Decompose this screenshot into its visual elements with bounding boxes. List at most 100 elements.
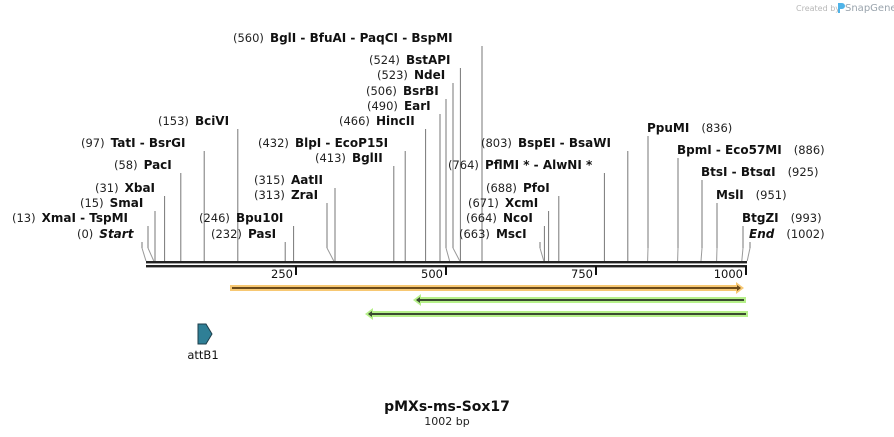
site-position: (0) (77, 227, 93, 241)
site-zrai[interactable]: (313) ZraI (254, 188, 318, 202)
site-enzyme: BciVI (195, 114, 229, 128)
svg-text:(664)NcoI: (664) NcoI (466, 211, 533, 225)
site-enzyme: Start (99, 227, 134, 241)
site-bpu10i[interactable]: (246) Bpu10I (199, 211, 283, 225)
site-position: (490) (367, 99, 398, 113)
site-position: (313) (254, 188, 285, 202)
snapgene-credit: Created by SnapGene (796, 3, 894, 14)
svg-text:(15)SmaI: (15) SmaI (80, 196, 143, 210)
site-position: (153) (158, 114, 189, 128)
site-bsrbi[interactable]: (506) BsrBI (366, 84, 439, 98)
attb1-label: attB1 (187, 348, 218, 362)
svg-text:(31)XbaI: (31) XbaI (95, 181, 155, 195)
svg-text:BpmI - Eco57MI(886): BpmI - Eco57MI (886) (677, 143, 825, 157)
site-enzyme: NcoI (503, 211, 533, 225)
svg-text:PpuMI(836): PpuMI (836) (647, 121, 732, 135)
svg-text:(490)EarI: (490) EarI (367, 99, 431, 113)
site-position: (523) (377, 68, 408, 82)
site-enzyme: MscI (496, 227, 527, 241)
site-ncoi[interactable]: (664) NcoI (466, 211, 533, 225)
svg-text:(560)BglI - BfuAI - PaqCI -: (560) BglI - BfuAI - PaqCI - BspMI (233, 31, 453, 45)
site-enzyme: ZraI (291, 188, 318, 202)
tick-label: 1000 (714, 267, 743, 281)
site-eari[interactable]: (490) EarI (367, 99, 431, 113)
site-enzyme: PacI (144, 158, 172, 172)
svg-text:BtgZI(993): BtgZI (993) (742, 211, 822, 225)
tick-mark (445, 266, 447, 275)
site-xcmi[interactable]: (671) XcmI (468, 196, 538, 210)
feature-orange-orf[interactable] (230, 282, 744, 294)
site-bcivi[interactable]: (153) BciVI (158, 114, 229, 128)
site-btgzi[interactable]: BtgZI (993) (742, 211, 822, 225)
site-msli[interactable]: MslI (951) (716, 188, 787, 202)
svg-text:(671)XcmI: (671) XcmI (468, 196, 538, 210)
site-bglii[interactable]: (413) BglII (315, 151, 383, 165)
site-enzyme: SmaI (110, 196, 144, 210)
site-end[interactable]: End (1002) (749, 227, 825, 241)
site-tati[interactable]: (97) TatI - BsrGI (81, 136, 185, 150)
site-start[interactable]: (0) Start (77, 227, 135, 241)
site-position: (315) (254, 173, 285, 187)
site-enzyme: EarI (404, 99, 431, 113)
feature-attb1[interactable]: attB1 (187, 323, 219, 362)
site-smai[interactable]: (15) SmaI (80, 196, 143, 210)
site-position: (432) (258, 136, 289, 150)
tick-mark (295, 266, 297, 275)
site-enzyme: Bpu10I (236, 211, 283, 225)
site-position: (951) (756, 188, 787, 202)
site-enzyme: TatI - BsrGI (111, 136, 186, 150)
site-pfoi[interactable]: (688) PfoI (486, 181, 550, 195)
site-enzyme: XcmI (505, 196, 538, 210)
site-hincii[interactable]: (466) HincII (339, 114, 415, 128)
site-position: (58) (114, 158, 138, 172)
site-position: (764) (448, 158, 479, 172)
site-bspei[interactable]: (803) BspEI - BsaWI (481, 136, 611, 150)
site-pasi[interactable]: (232) PasI (211, 227, 276, 241)
site-bgli[interactable]: (560) BglI - BfuAI - PaqCI - BspMI (233, 31, 453, 45)
site-bstapi[interactable]: (524) BstAPI (369, 53, 451, 67)
svg-text:(688)PfoI: (688) PfoI (486, 181, 550, 195)
site-pflmi[interactable]: (764) PflMI * - AlwNI * (448, 158, 593, 172)
svg-text:(97)TatI - BsrGI: (97) TatI - BsrGI (81, 136, 185, 150)
tick-mark (745, 266, 747, 275)
feature-green-primer-1[interactable] (413, 294, 746, 306)
svg-text:(803)BspEI - BsaWI: (803) BspEI - BsaWI (481, 136, 611, 150)
site-blpi[interactable]: (432) BlpI - EcoP15I (258, 136, 388, 150)
site-position: (31) (95, 181, 119, 195)
site-aatii[interactable]: (315) AatII (254, 173, 323, 187)
site-enzyme: BglII (352, 151, 383, 165)
site-xmai[interactable]: (13) XmaI - TspMI (12, 211, 128, 225)
site-paci[interactable]: (58) PacI (114, 158, 172, 172)
site-msci[interactable]: (663) MscI (459, 227, 527, 241)
site-position: (246) (199, 211, 230, 225)
svg-text:(246)Bpu10I: (246) Bpu10I (199, 211, 283, 225)
site-ndei[interactable]: (523) NdeI (377, 68, 445, 82)
svg-text:(506)BsrBI: (506) BsrBI (366, 84, 439, 98)
site-position: (993) (791, 211, 822, 225)
svg-text:(663)MscI: (663) MscI (459, 227, 527, 241)
site-enzyme: HincII (376, 114, 415, 128)
site-xbai[interactable]: (31) XbaI (95, 181, 155, 195)
site-bpmi[interactable]: BpmI - Eco57MI (886) (677, 143, 825, 157)
tick-label: 750 (571, 267, 593, 281)
site-btsi[interactable]: BtsI - BtsαI (925) (701, 165, 819, 179)
site-position: (886) (794, 143, 825, 157)
site-enzyme: PasI (248, 227, 276, 241)
svg-text:(524)BstAPI: (524) BstAPI (369, 53, 451, 67)
site-enzyme: BpmI - Eco57MI (677, 143, 782, 157)
site-enzyme: PpuMI (647, 121, 689, 135)
site-position: (1002) (786, 227, 824, 241)
site-ppumi[interactable]: PpuMI (836) (647, 121, 732, 135)
attb1-arrow-icon (197, 323, 213, 345)
site-position: (524) (369, 53, 400, 67)
map-length: 1002 bp (424, 415, 469, 428)
site-enzyme: AatII (291, 173, 323, 187)
svg-text:MslI(951): MslI (951) (716, 188, 787, 202)
site-position: (97) (81, 136, 105, 150)
svg-text:(466)HincII: (466) HincII (339, 114, 415, 128)
site-enzyme: PfoI (523, 181, 550, 195)
feature-green-primer-2[interactable] (365, 308, 748, 320)
site-position: (671) (468, 196, 499, 210)
site-position: (663) (459, 227, 490, 241)
svg-text:(313)ZraI: (313) ZraI (254, 188, 318, 202)
